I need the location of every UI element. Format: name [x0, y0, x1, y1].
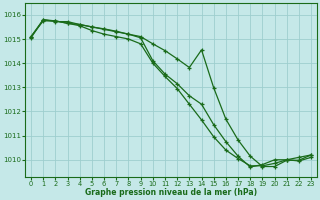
X-axis label: Graphe pression niveau de la mer (hPa): Graphe pression niveau de la mer (hPa) — [85, 188, 257, 197]
